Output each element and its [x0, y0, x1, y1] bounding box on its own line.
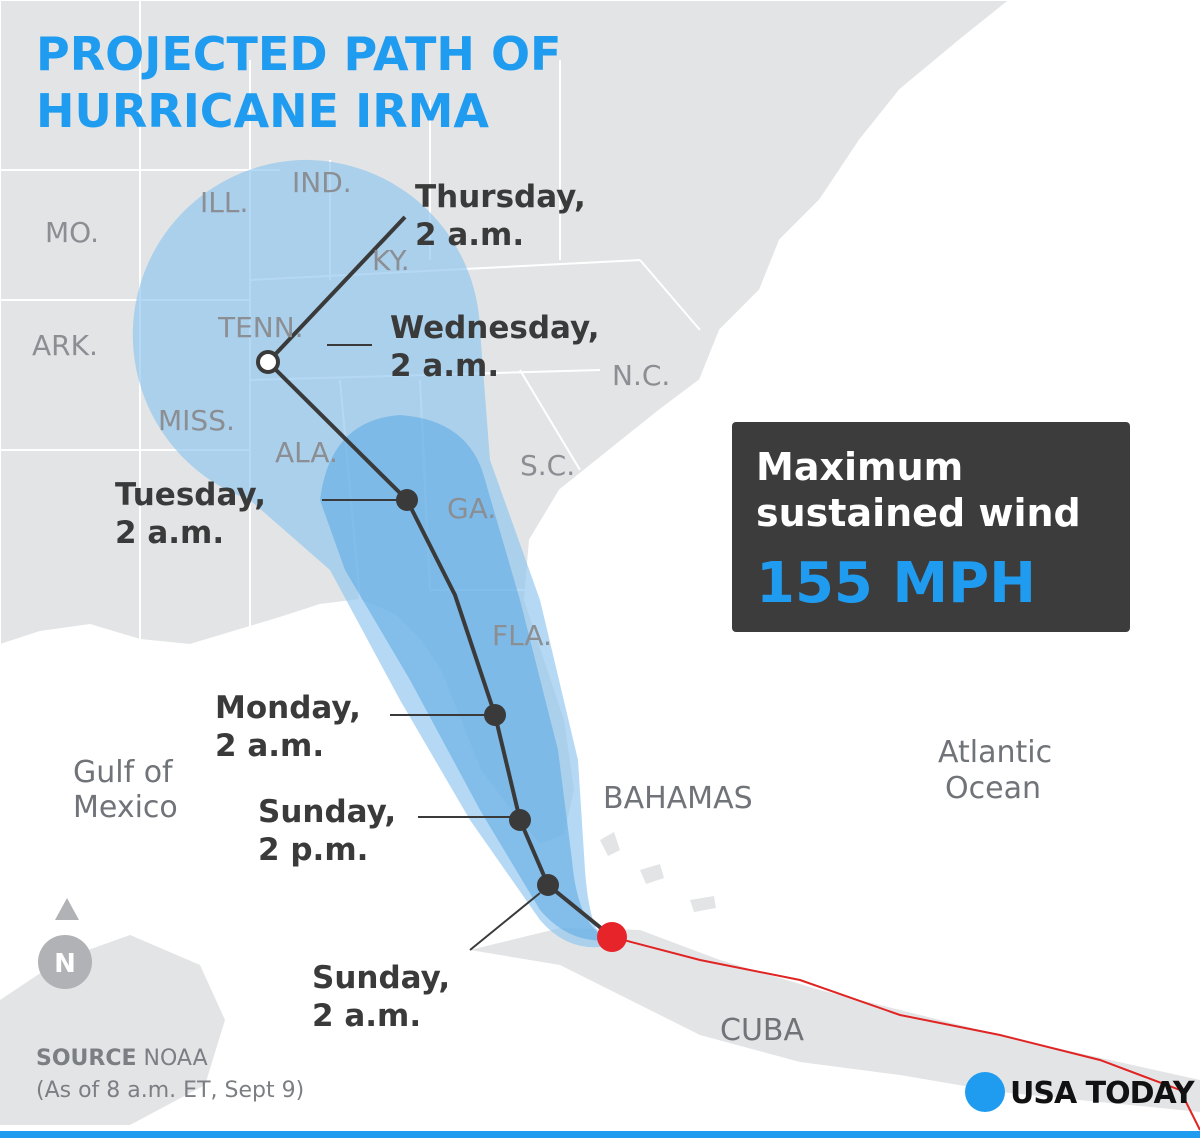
forecast-point — [256, 350, 280, 374]
forecast-time: 2 p.m. — [258, 832, 368, 868]
forecast-time: 2 a.m. — [215, 728, 324, 764]
leader-line — [469, 892, 541, 951]
source: SOURCE NOAA — [36, 1046, 208, 1071]
state-label: FLA. — [492, 619, 552, 652]
forecast-day: Wednesday, — [390, 310, 600, 346]
source-name: NOAA — [144, 1046, 208, 1071]
past-track — [611, 936, 1200, 1131]
place-label: Ocean — [945, 771, 1041, 806]
state-label: S.C. — [520, 449, 575, 482]
north-arrow — [55, 898, 79, 920]
wind-value: 155 MPH — [756, 551, 1036, 616]
state-label: KY. — [372, 244, 410, 277]
place-label: Atlantic — [938, 735, 1052, 770]
state-label: MISS. — [158, 404, 235, 437]
wind-line: Maximum — [756, 445, 963, 489]
forecast-time: 2 a.m. — [312, 998, 421, 1034]
title: PROJECTED PATH OF — [36, 27, 561, 81]
labels: MO. ILL. IND. KY. ARK. TENN. MISS. ALA. GA. S.C. N… — [32, 166, 1052, 1048]
forecast-point — [484, 704, 506, 726]
inner-cone — [320, 415, 612, 941]
forecast-time: 2 a.m. — [415, 217, 524, 253]
compass-circle — [38, 935, 92, 989]
cuba — [470, 928, 1200, 1112]
forecast-time: 2 a.m. — [390, 348, 499, 384]
forecast-point — [509, 809, 531, 831]
source-label: SOURCE — [36, 1046, 137, 1071]
state-label: IND. — [292, 166, 352, 199]
place-label: BAHAMAS — [603, 781, 753, 816]
forecast-point — [537, 874, 559, 896]
logo-dot — [965, 1072, 1005, 1112]
place-label: CUBA — [720, 1013, 804, 1048]
state-label: N.C. — [612, 359, 670, 392]
place-label: Mexico — [73, 790, 178, 825]
state-label: ALA. — [275, 436, 338, 469]
bottom-rule — [0, 1131, 1200, 1138]
forecast-day: Sunday, — [312, 960, 450, 996]
current-position — [597, 922, 627, 952]
logo: USA TODAY — [1010, 1076, 1196, 1111]
source-note: (As of 8 a.m. ET, Sept 9) — [36, 1078, 304, 1103]
forecast-point — [396, 489, 418, 511]
state-label: GA. — [447, 492, 496, 525]
forecast-track — [265, 215, 614, 939]
state-label: ILL. — [200, 186, 248, 219]
forecast-time: 2 a.m. — [115, 515, 224, 551]
wind-line: sustained wind — [756, 491, 1081, 535]
wind-box — [732, 422, 1130, 632]
forecast-day: Monday, — [215, 690, 361, 726]
state-label: MO. — [45, 216, 99, 249]
forecast-day: Tuesday, — [115, 477, 266, 513]
title: HURRICANE IRMA — [36, 84, 489, 138]
forecast-day: Sunday, — [258, 794, 396, 830]
state-label: TENN. — [217, 311, 304, 344]
state-label: ARK. — [32, 329, 98, 362]
bahamas — [600, 832, 716, 912]
compass: N — [54, 949, 76, 979]
forecast-day: Thursday, — [415, 179, 586, 215]
place-label: Gulf of — [73, 755, 174, 790]
